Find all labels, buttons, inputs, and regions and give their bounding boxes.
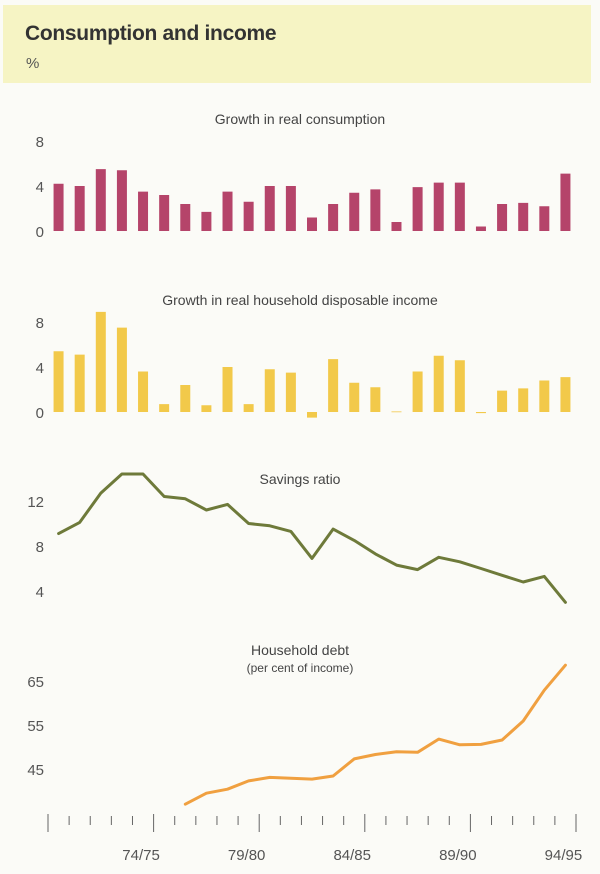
bar [307, 412, 317, 418]
bar [53, 351, 64, 412]
bar [539, 380, 550, 412]
panel-title: Household debt [251, 642, 349, 658]
y-tick-label: 4 [36, 179, 44, 196]
bar [412, 371, 423, 412]
bar [95, 169, 106, 231]
bar [243, 201, 254, 231]
x-tick-label: 94/95 [545, 847, 583, 864]
bar [560, 173, 571, 231]
bar [328, 359, 339, 412]
bar [349, 192, 360, 231]
bar [454, 360, 465, 412]
y-tick-label: 8 [36, 539, 44, 556]
bar [159, 195, 170, 231]
chart-title: Consumption and income [25, 22, 277, 45]
x-tick-label: 79/80 [228, 847, 266, 864]
bar [370, 387, 381, 412]
bar [560, 377, 571, 412]
unit-label: % [26, 55, 40, 72]
panel-title: Growth in real consumption [215, 111, 385, 127]
bar [201, 211, 212, 231]
bar [264, 369, 275, 412]
chart-header: Consumption and income % [3, 5, 591, 83]
savings-panel: Savings ratio 4 8 12 [27, 471, 567, 604]
bar [539, 206, 550, 231]
bar [116, 170, 127, 231]
bar [518, 388, 529, 412]
bar [454, 182, 465, 231]
y-tick-label: 8 [36, 315, 44, 332]
savings-line [57, 472, 567, 604]
debt-line [183, 663, 567, 806]
y-tick-label: 4 [36, 584, 44, 601]
y-tick-label: 45 [27, 762, 44, 779]
bar [412, 187, 423, 231]
bar [243, 404, 254, 412]
x-tick-label: 84/85 [333, 847, 371, 864]
bar [391, 411, 402, 413]
panel-title: Savings ratio [260, 471, 341, 487]
bar [518, 202, 529, 231]
bar [222, 191, 233, 231]
bar [285, 186, 296, 231]
bar [328, 204, 339, 231]
bar [370, 189, 381, 231]
bar [138, 371, 149, 412]
bar [264, 186, 275, 231]
debt-panel: Household debt (per cent of income) 45 55 65 [27, 642, 567, 806]
bar [222, 367, 233, 412]
y-tick-label: 8 [36, 134, 44, 151]
bar [497, 390, 508, 412]
bar [95, 311, 106, 412]
bar [180, 385, 191, 412]
bar [74, 354, 85, 412]
y-tick-label: 4 [36, 360, 44, 377]
y-tick-label: 65 [27, 674, 44, 691]
y-tick-label: 0 [36, 224, 44, 241]
y-tick-label: 12 [27, 494, 44, 511]
bar [74, 186, 85, 231]
bar [201, 405, 212, 412]
consumption-panel: Growth in real consumption 0 4 8 [36, 111, 571, 241]
bar [159, 404, 170, 412]
bar [475, 412, 486, 414]
x-tick-label: 89/90 [439, 847, 477, 864]
bar [138, 191, 149, 231]
y-tick-label: 0 [36, 405, 44, 422]
bar [475, 226, 486, 231]
bar [391, 222, 402, 231]
bar [349, 382, 360, 412]
x-axis: 74/75 79/80 84/85 89/90 94/95 [47, 814, 583, 864]
panel-subtitle: (per cent of income) [247, 661, 354, 675]
bar [433, 182, 444, 231]
panel-title: Growth in real household disposable inco… [162, 292, 438, 308]
x-tick-label: 74/75 [122, 847, 160, 864]
bar [285, 372, 296, 412]
bar [497, 204, 508, 231]
bar [53, 183, 64, 231]
bar [116, 327, 127, 412]
bar [307, 217, 317, 231]
bar [180, 204, 191, 231]
y-tick-label: 55 [27, 718, 44, 735]
income-panel: Growth in real household disposable inco… [36, 292, 571, 422]
bar [433, 355, 444, 412]
